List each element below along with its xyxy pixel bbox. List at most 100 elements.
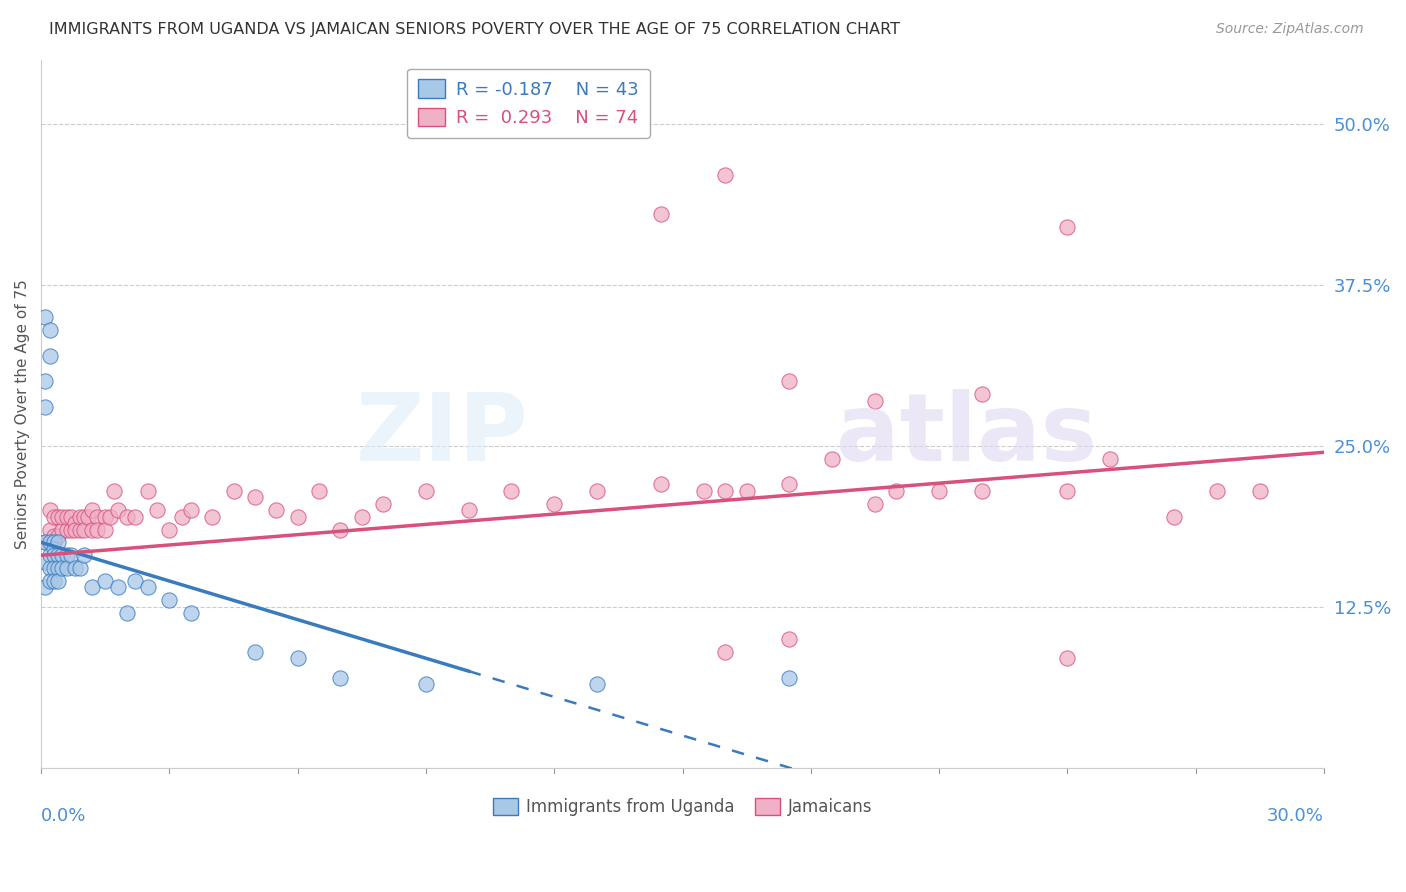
Point — [86, 509, 108, 524]
Point — [714, 169, 737, 183]
Point — [373, 497, 395, 511]
Point — [51, 523, 73, 537]
Point — [73, 509, 96, 524]
Point — [157, 593, 180, 607]
Point — [34, 375, 56, 389]
Point — [243, 491, 266, 505]
Point — [543, 497, 565, 511]
Point — [115, 509, 138, 524]
Point — [55, 509, 77, 524]
Point — [1249, 483, 1271, 498]
Point — [42, 561, 65, 575]
Point — [329, 671, 352, 685]
Y-axis label: Seniors Poverty Over the Age of 75: Seniors Poverty Over the Age of 75 — [15, 279, 30, 549]
Legend: Immigrants from Uganda, Jamaicans: Immigrants from Uganda, Jamaicans — [486, 791, 879, 823]
Text: 30.0%: 30.0% — [1267, 806, 1324, 824]
Point — [1163, 509, 1185, 524]
Point — [73, 523, 96, 537]
Point — [714, 645, 737, 659]
Point — [115, 606, 138, 620]
Point — [46, 529, 69, 543]
Point — [42, 529, 65, 543]
Point — [287, 509, 309, 524]
Point — [586, 677, 609, 691]
Point — [38, 323, 60, 337]
Point — [42, 549, 65, 563]
Point — [415, 677, 437, 691]
Point — [308, 483, 330, 498]
Point — [98, 509, 121, 524]
Point — [124, 509, 146, 524]
Point — [124, 574, 146, 588]
Point — [38, 574, 60, 588]
Point — [38, 535, 60, 549]
Point — [60, 549, 83, 563]
Point — [38, 503, 60, 517]
Point — [884, 483, 907, 498]
Point — [821, 451, 844, 466]
Point — [693, 483, 716, 498]
Point — [714, 483, 737, 498]
Point — [69, 523, 91, 537]
Point — [1206, 483, 1229, 498]
Point — [51, 561, 73, 575]
Point — [55, 549, 77, 563]
Point — [65, 561, 87, 575]
Point — [38, 549, 60, 563]
Text: atlas: atlas — [837, 389, 1098, 481]
Point — [107, 503, 129, 517]
Point — [34, 401, 56, 415]
Point — [1099, 451, 1122, 466]
Point — [145, 503, 167, 517]
Point — [42, 535, 65, 549]
Point — [735, 483, 758, 498]
Point — [778, 671, 800, 685]
Point — [42, 541, 65, 556]
Point — [863, 393, 886, 408]
Point — [34, 535, 56, 549]
Point — [94, 509, 117, 524]
Point — [172, 509, 194, 524]
Point — [34, 310, 56, 324]
Point — [34, 581, 56, 595]
Point — [46, 574, 69, 588]
Point — [82, 581, 104, 595]
Point — [180, 606, 202, 620]
Point — [42, 509, 65, 524]
Point — [928, 483, 950, 498]
Point — [34, 535, 56, 549]
Point — [180, 503, 202, 517]
Point — [69, 561, 91, 575]
Point — [329, 523, 352, 537]
Point — [65, 523, 87, 537]
Point — [415, 483, 437, 498]
Point — [65, 516, 87, 530]
Point — [51, 509, 73, 524]
Point — [77, 509, 100, 524]
Point — [42, 574, 65, 588]
Point — [82, 503, 104, 517]
Text: IMMIGRANTS FROM UGANDA VS JAMAICAN SENIORS POVERTY OVER THE AGE OF 75 CORRELATIO: IMMIGRANTS FROM UGANDA VS JAMAICAN SENIO… — [49, 22, 900, 37]
Point — [650, 477, 672, 491]
Point — [778, 375, 800, 389]
Point — [863, 497, 886, 511]
Point — [86, 523, 108, 537]
Point — [38, 349, 60, 363]
Point — [1056, 483, 1078, 498]
Point — [34, 555, 56, 569]
Point — [778, 632, 800, 646]
Point — [1056, 219, 1078, 234]
Text: Source: ZipAtlas.com: Source: ZipAtlas.com — [1216, 22, 1364, 37]
Point — [55, 523, 77, 537]
Point — [82, 523, 104, 537]
Point — [201, 509, 224, 524]
Point — [73, 549, 96, 563]
Point — [778, 477, 800, 491]
Point — [46, 549, 69, 563]
Point — [46, 509, 69, 524]
Point — [136, 483, 159, 498]
Point — [107, 581, 129, 595]
Point — [266, 503, 288, 517]
Point — [136, 581, 159, 595]
Point — [103, 483, 125, 498]
